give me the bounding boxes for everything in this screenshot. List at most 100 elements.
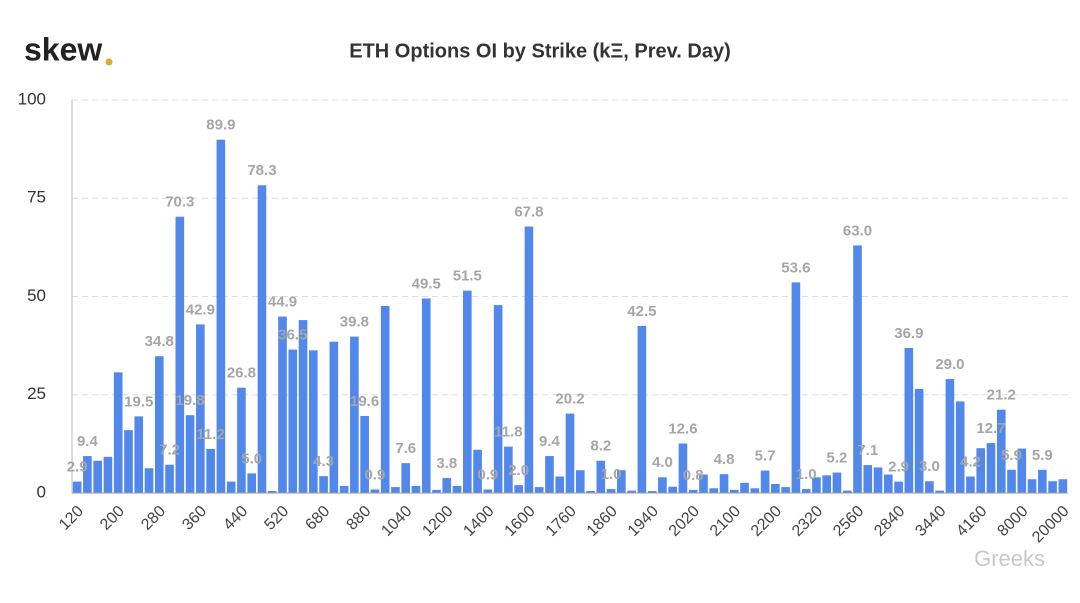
data-label: 36.5	[278, 327, 307, 344]
bar	[206, 448, 215, 493]
data-label: 7.1	[857, 442, 878, 459]
data-label: 42.5	[627, 303, 656, 320]
bar	[678, 443, 688, 493]
data-label: 26.8	[227, 365, 256, 382]
logo: skew	[24, 31, 102, 67]
bar	[411, 485, 421, 493]
data-label: 21.2	[987, 387, 1016, 404]
data-label: 1.0	[601, 466, 622, 483]
x-tick-label: 3440	[912, 503, 949, 540]
x-tick-label: 20000	[1029, 503, 1073, 547]
bar	[1027, 479, 1037, 493]
bar	[452, 485, 462, 493]
bar	[247, 473, 257, 493]
bar	[781, 487, 790, 493]
bar	[863, 465, 873, 493]
data-label: 5.9	[1001, 447, 1022, 464]
x-tick-label: 2100	[707, 503, 744, 540]
bar	[72, 481, 82, 493]
data-label: 29.0	[935, 356, 964, 373]
bar	[185, 415, 195, 493]
bar	[894, 481, 903, 493]
bar	[329, 341, 339, 493]
data-label: 5.7	[755, 448, 776, 465]
bar	[421, 298, 431, 493]
bar	[925, 481, 934, 493]
bar	[760, 470, 770, 493]
bar	[483, 489, 493, 493]
x-tick-label: 2020	[666, 503, 703, 540]
data-label: 53.6	[781, 259, 810, 276]
bar	[914, 388, 924, 493]
bar	[791, 282, 801, 493]
bar	[350, 336, 359, 493]
bar	[257, 185, 267, 493]
x-tick-label: 1200	[419, 503, 456, 540]
bar	[463, 290, 472, 493]
y-tick-label: 75	[27, 188, 46, 207]
data-label: 7.2	[159, 442, 180, 459]
chart-title: ETH Options OI by Strike (kΞ, Prev. Day)	[349, 40, 730, 62]
data-label: 5.9	[1032, 447, 1053, 464]
bar	[391, 487, 400, 493]
data-label: 19.6	[350, 393, 379, 410]
y-tick-label: 100	[18, 89, 46, 108]
x-tick-label: 880	[344, 503, 375, 534]
bar	[586, 491, 595, 493]
x-tick-label: 680	[302, 503, 333, 534]
bar	[945, 379, 955, 493]
bar	[668, 486, 677, 493]
data-label: 51.5	[453, 268, 482, 285]
data-label: 19.5	[124, 393, 153, 410]
data-label: 89.9	[206, 117, 235, 134]
bar	[976, 448, 986, 493]
bar	[493, 305, 503, 493]
y-tick-label: 0	[37, 482, 46, 501]
bar	[134, 416, 144, 493]
x-tick-label: 2560	[830, 503, 867, 540]
bar	[750, 488, 760, 493]
bar	[555, 476, 565, 493]
bar	[267, 491, 277, 493]
data-label: 9.4	[539, 433, 561, 450]
bar	[822, 475, 832, 493]
bar	[606, 489, 616, 493]
data-label: 3.8	[436, 455, 457, 472]
data-label: 11.8	[494, 424, 522, 441]
x-tick-label: 360	[179, 503, 210, 534]
x-tick-label: 2840	[871, 503, 908, 540]
x-tick-label: 200	[97, 503, 128, 534]
bar	[144, 468, 154, 493]
bar	[1038, 469, 1047, 493]
data-label: 4.2	[960, 453, 981, 470]
data-label: 34.8	[145, 333, 174, 350]
data-label: 12.6	[668, 420, 697, 437]
data-label: 0.9	[364, 466, 385, 483]
bar	[124, 430, 133, 493]
bar	[647, 491, 657, 493]
bar	[83, 456, 92, 493]
bar	[278, 316, 287, 493]
data-label: 11.2	[196, 426, 224, 443]
bar	[719, 474, 729, 493]
bar	[442, 478, 452, 493]
bar	[103, 456, 113, 493]
bar	[658, 477, 667, 493]
bar	[575, 470, 585, 493]
bar	[545, 456, 554, 493]
bar	[339, 485, 349, 493]
bar	[996, 409, 1006, 493]
bar	[237, 387, 246, 493]
bar	[935, 490, 944, 493]
bar	[226, 481, 236, 493]
bar	[1048, 481, 1057, 493]
y-tick-label: 50	[27, 286, 46, 305]
bar	[534, 487, 544, 493]
bar	[401, 463, 411, 493]
bar	[113, 372, 123, 493]
bar	[288, 349, 298, 493]
x-tick-label: 520	[261, 503, 292, 534]
x-tick-label: 4160	[953, 503, 990, 540]
bar	[883, 474, 893, 493]
bar	[853, 245, 862, 493]
